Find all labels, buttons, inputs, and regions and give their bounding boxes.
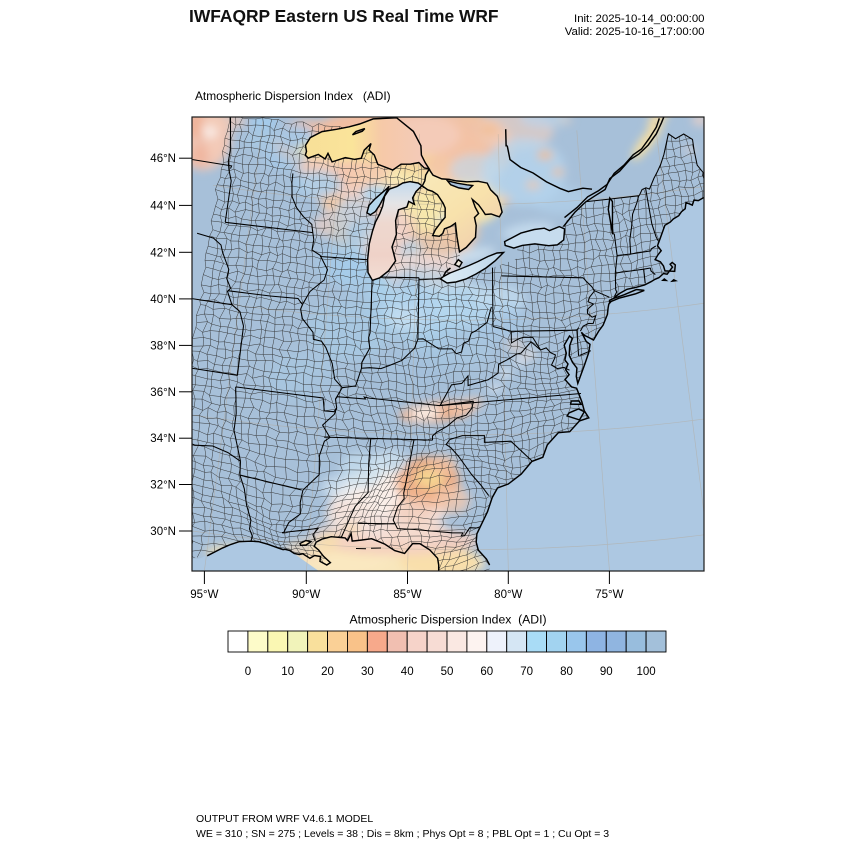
svg-text:30: 30: [361, 666, 374, 678]
svg-text:10: 10: [281, 666, 294, 678]
svg-text:36°N: 36°N: [150, 387, 176, 399]
svg-text:30°N: 30°N: [150, 526, 176, 538]
svg-text:95°W: 95°W: [190, 589, 218, 601]
svg-text:75°W: 75°W: [595, 589, 623, 601]
svg-text:38°N: 38°N: [150, 340, 176, 352]
svg-text:34°N: 34°N: [150, 433, 176, 445]
svg-text:40: 40: [401, 666, 414, 678]
svg-text:90°W: 90°W: [292, 589, 320, 601]
svg-text:80°W: 80°W: [494, 589, 522, 601]
svg-text:100: 100: [637, 666, 656, 678]
svg-text:50: 50: [441, 666, 454, 678]
svg-text:44°N: 44°N: [150, 200, 176, 212]
svg-text:85°W: 85°W: [393, 589, 421, 601]
svg-text:42°N: 42°N: [150, 247, 176, 259]
svg-text:80: 80: [560, 666, 573, 678]
svg-text:40°N: 40°N: [150, 294, 176, 306]
svg-text:90: 90: [600, 666, 613, 678]
svg-text:60: 60: [480, 666, 493, 678]
svg-text:20: 20: [321, 666, 334, 678]
svg-text:0: 0: [245, 666, 251, 678]
svg-text:32°N: 32°N: [150, 480, 176, 492]
svg-text:46°N: 46°N: [150, 153, 176, 165]
svg-text:Atmospheric Dispersion Index: Atmospheric Dispersion Index (ADI): [349, 613, 546, 627]
svg-text:70: 70: [520, 666, 533, 678]
